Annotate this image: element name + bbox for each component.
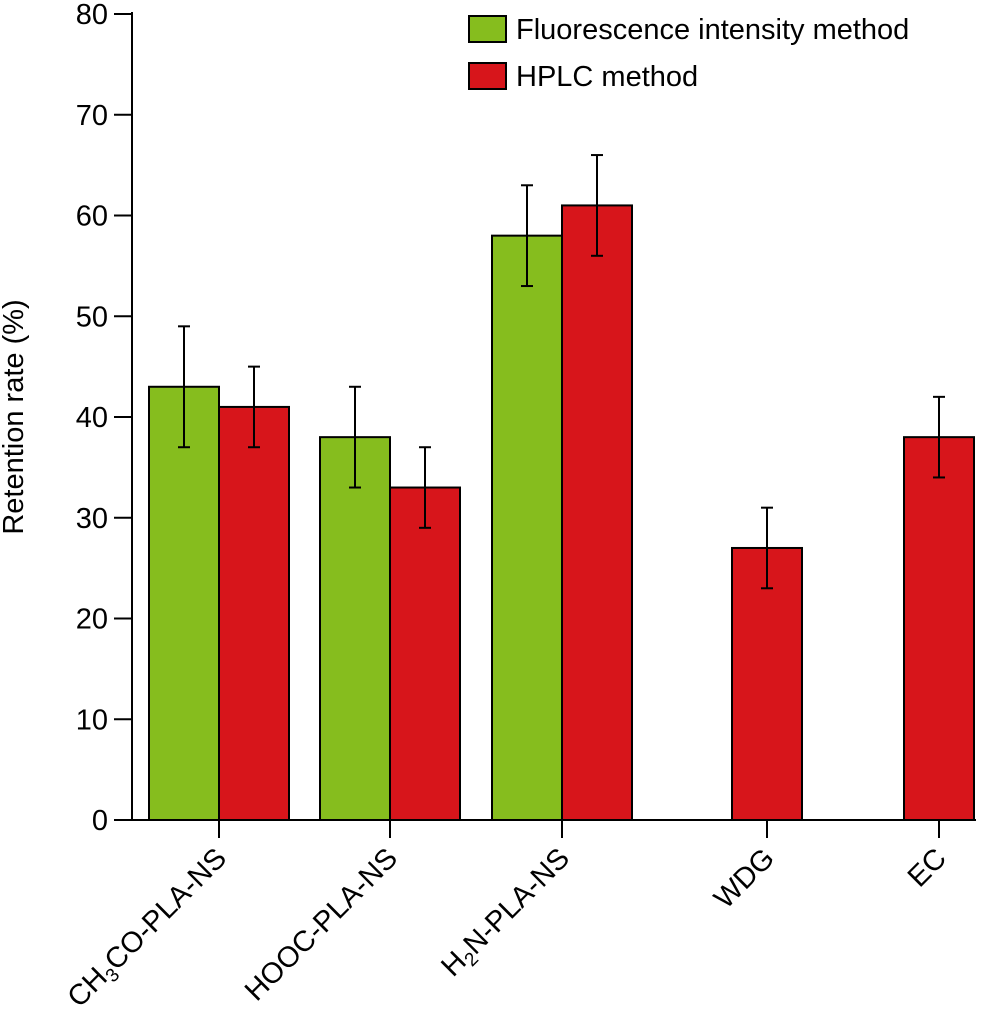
y-tick-label: 20 [76,604,108,636]
y-tick-label: 30 [76,503,108,535]
bar [218,405,290,821]
legend-swatch [468,15,507,43]
x-tick-label: H2N-PLA-NS [435,842,578,985]
y-tick-label: 0 [92,805,108,837]
x-tick-label: WDG [708,842,781,915]
bar [148,385,220,821]
y-tick-label: 70 [76,100,108,132]
x-tick-label: CH3CO-PLA-NS [62,842,236,1016]
legend-label: HPLC method [516,61,698,93]
legend-label: Fluorescence intensity method [516,14,909,46]
bar [389,486,461,821]
y-tick-label: 40 [76,402,108,434]
x-tick-label: EC [902,842,953,893]
x-tick-label: HOOC-PLA-NS [239,842,404,1007]
y-tick-label: 50 [76,301,108,333]
bar [319,436,391,821]
y-tick-label: 80 [76,0,108,31]
y-tick-label: 60 [76,201,108,233]
y-axis-label: Retention rate (%) [0,299,30,534]
y-tick-label: 10 [76,704,108,736]
bar [561,204,633,822]
bar [903,436,975,821]
legend-swatch [468,62,507,90]
bar [491,234,563,821]
